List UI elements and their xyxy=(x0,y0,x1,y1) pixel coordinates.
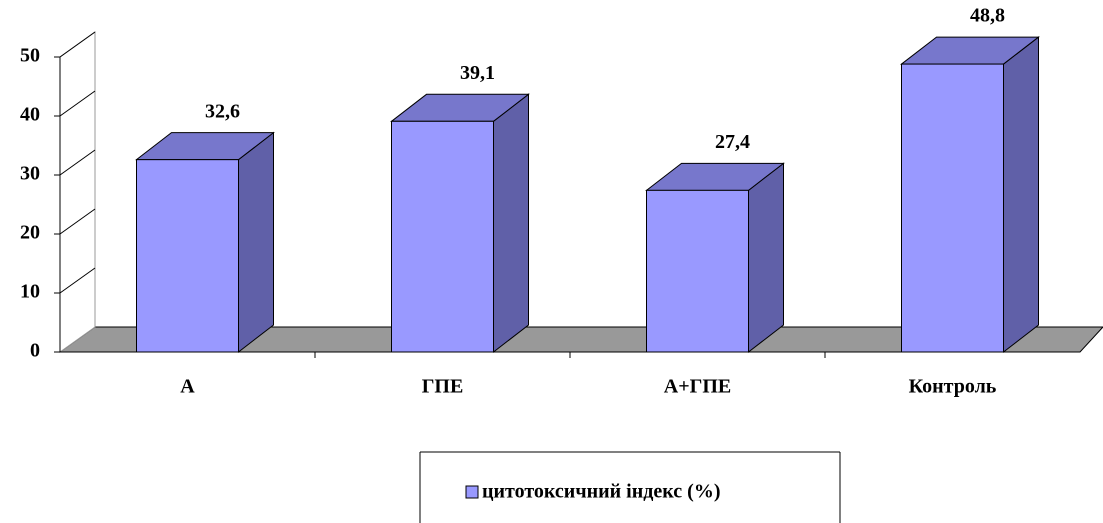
bar xyxy=(136,159,239,353)
data-label: 32,6 xyxy=(205,100,240,122)
y-tick-label: 30 xyxy=(20,163,40,185)
x-tick-label: ГПЕ xyxy=(422,376,464,398)
y-tick-label: 20 xyxy=(20,222,40,244)
x-tick-label: А+ГПЕ xyxy=(664,376,731,398)
x-tick-label: А xyxy=(180,376,195,398)
grid-line xyxy=(59,208,96,235)
legend-swatch xyxy=(465,485,479,499)
grid-line xyxy=(59,267,96,294)
data-label: 48,8 xyxy=(970,5,1005,27)
bar xyxy=(901,63,1004,353)
bar xyxy=(646,189,749,353)
grid-line xyxy=(59,149,96,176)
bar-side xyxy=(493,93,529,354)
side-wall xyxy=(59,31,96,353)
x-tick-label: Контроль xyxy=(909,376,997,398)
y-tick-label: 50 xyxy=(20,45,40,67)
bar xyxy=(391,120,494,353)
grid-line xyxy=(59,31,96,58)
data-label: 39,1 xyxy=(460,62,495,84)
grid-line xyxy=(59,90,96,117)
bar-side xyxy=(238,131,274,354)
y-tick-label: 0 xyxy=(30,340,40,362)
legend-label: цитотоксичний індекс (%) xyxy=(482,481,720,503)
data-label: 27,4 xyxy=(715,131,750,153)
bar-side xyxy=(1003,36,1039,354)
y-tick-label: 10 xyxy=(20,281,40,303)
bar-side xyxy=(748,162,784,354)
y-tick-label: 40 xyxy=(20,104,40,126)
